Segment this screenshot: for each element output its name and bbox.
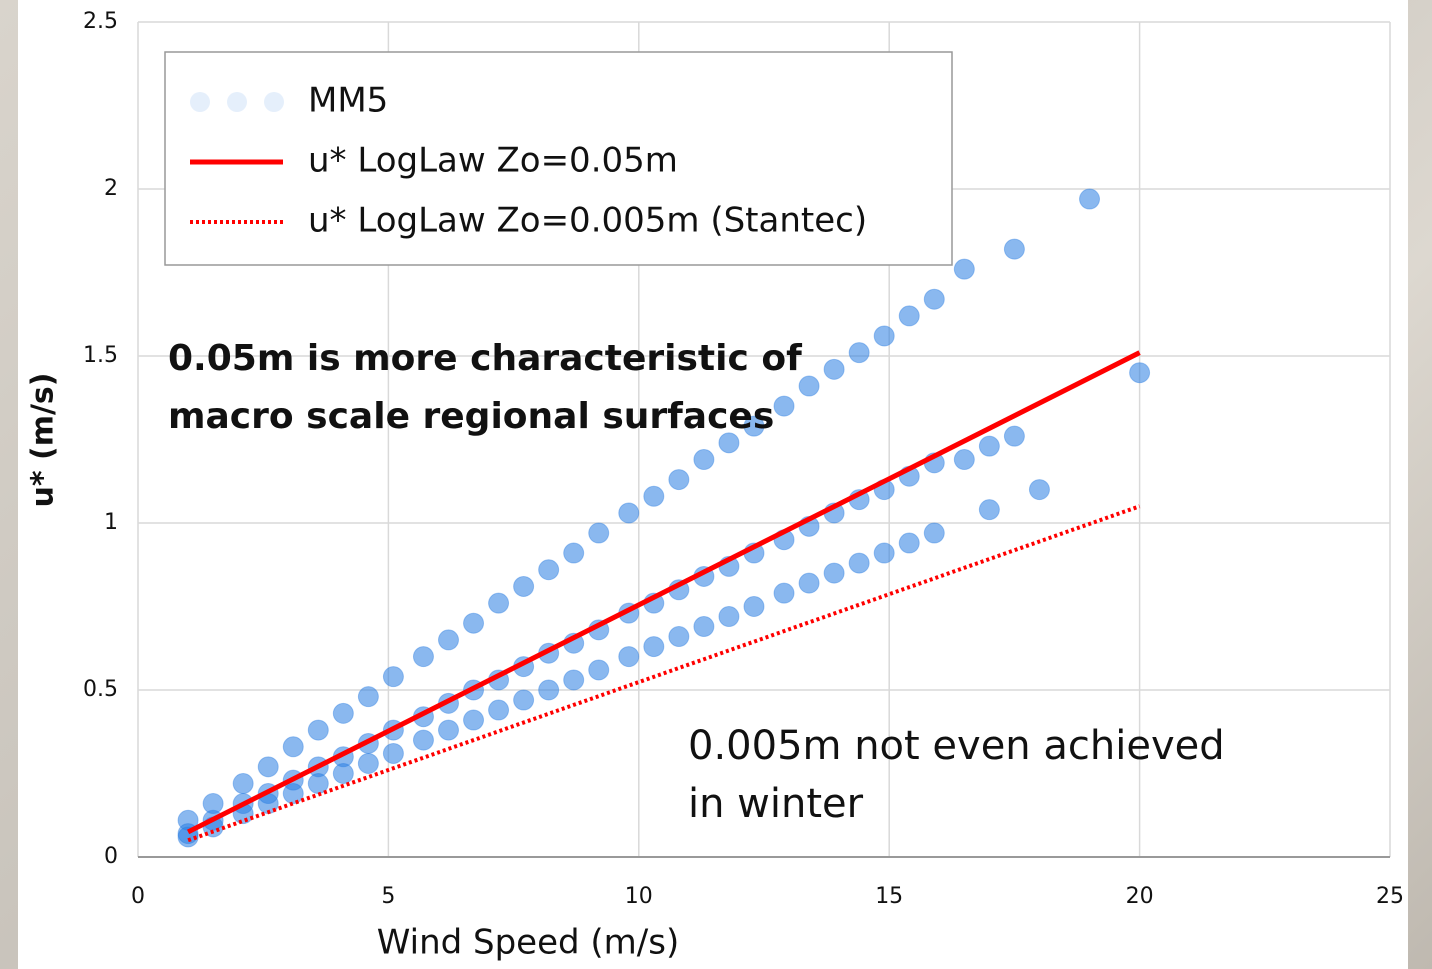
y-tick-label: 0.5 <box>83 677 118 702</box>
scatter-point <box>694 617 714 637</box>
x-tick-label: 10 <box>625 884 653 909</box>
legend-label: MM5 <box>308 81 388 121</box>
scatter-point <box>874 543 894 563</box>
x-axis-label: Wind Speed (m/s) <box>377 923 679 963</box>
scatter-point <box>669 627 689 647</box>
annotation: in winter <box>688 781 864 827</box>
scatter-point <box>308 720 328 740</box>
scatter-point <box>258 757 278 777</box>
scatter-point <box>464 613 484 633</box>
scatter-point <box>1130 363 1150 383</box>
scatter-point <box>619 503 639 523</box>
scatter-point <box>1004 426 1024 446</box>
scatter-point <box>799 573 819 593</box>
legend-label: u* LogLaw Zo=0.005m (Stantec) <box>308 201 867 241</box>
scatter-point <box>514 576 534 596</box>
scatter-point <box>1029 480 1049 500</box>
scatter-point <box>924 289 944 309</box>
scatter-point <box>383 667 403 687</box>
legend-marker <box>227 92 247 112</box>
scatter-point <box>1080 189 1100 209</box>
scatter-point <box>824 563 844 583</box>
scatter-point <box>899 306 919 326</box>
scatter-point <box>874 326 894 346</box>
annotation: 0.005m not even achieved <box>688 723 1225 769</box>
y-tick-label: 1 <box>104 510 118 535</box>
scatter-point <box>954 259 974 279</box>
page: {"chart_data":{"type":"scatter", "xlabel… <box>0 0 1432 969</box>
scatter-point <box>358 687 378 707</box>
scatter-point <box>979 500 999 520</box>
annotation: 0.05m is more characteristic of <box>168 338 802 379</box>
legend-marker <box>264 92 284 112</box>
scatter-point <box>954 450 974 470</box>
scatter-point <box>514 690 534 710</box>
scatter-point <box>564 670 584 690</box>
legend-label: u* LogLaw Zo=0.05m <box>308 141 678 181</box>
scatter-point <box>283 737 303 757</box>
scatter-point <box>413 647 433 667</box>
scatter-point <box>383 743 403 763</box>
y-tick-label: 0 <box>104 844 118 869</box>
scatter-point <box>774 396 794 416</box>
scatter-point <box>464 710 484 730</box>
scatter-point <box>489 593 509 613</box>
scatter-point <box>774 583 794 603</box>
x-tick-label: 15 <box>875 884 903 909</box>
scatter-point <box>979 436 999 456</box>
y-tick-label: 2 <box>104 176 118 201</box>
scatter-point <box>589 523 609 543</box>
scatter-point <box>333 703 353 723</box>
y-tick-label: 1.5 <box>83 343 118 368</box>
y-axis-label: u* (m/s) <box>26 373 61 508</box>
x-tick-label: 5 <box>381 884 395 909</box>
chart: Wind Speed (m/s) u* (m/s) 0 0.5 1 1.5 2 2.5 0 5… <box>0 0 1432 969</box>
scatter-point <box>564 543 584 563</box>
scatter-point <box>438 720 458 740</box>
x-tick-label: 0 <box>131 884 145 909</box>
annotation: macro scale regional surfaces <box>168 396 774 437</box>
scatter-point <box>899 533 919 553</box>
y-tick-label: 2.5 <box>83 9 118 34</box>
scatter-point <box>589 660 609 680</box>
scatter-point <box>489 700 509 720</box>
scatter-point <box>824 359 844 379</box>
scatter-point <box>358 753 378 773</box>
scatter-point <box>619 647 639 667</box>
legend-marker <box>190 92 210 112</box>
scatter-point <box>233 774 253 794</box>
scatter-point <box>849 343 869 363</box>
scatter-point <box>1004 239 1024 259</box>
scatter-point <box>799 376 819 396</box>
scatter-point <box>333 764 353 784</box>
scatter-point <box>438 630 458 650</box>
scatter-point <box>744 597 764 617</box>
scatter-point <box>644 486 664 506</box>
scatter-point <box>539 560 559 580</box>
scatter-point <box>413 730 433 750</box>
scatter-point <box>669 470 689 490</box>
scatter-point <box>694 450 714 470</box>
scatter-point <box>924 523 944 543</box>
scatter-point <box>849 553 869 573</box>
scatter-point <box>539 680 559 700</box>
x-tick-label: 20 <box>1126 884 1154 909</box>
scatter-point <box>644 637 664 657</box>
x-tick-label: 25 <box>1376 884 1404 909</box>
scatter-point <box>719 607 739 627</box>
scatter-point <box>283 784 303 804</box>
